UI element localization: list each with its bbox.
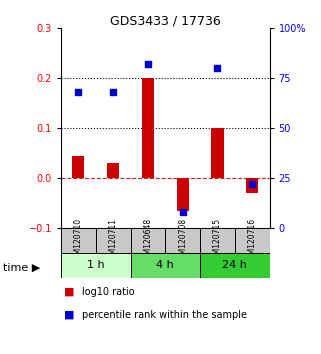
Point [250,182,255,187]
Text: 1 h: 1 h [87,261,105,270]
Text: log10 ratio: log10 ratio [82,287,134,297]
Text: time ▶: time ▶ [3,262,40,272]
Bar [96,228,131,253]
Point [180,210,185,215]
Text: GSM120711: GSM120711 [108,218,118,264]
Text: 24 h: 24 h [222,261,247,270]
Point [215,65,220,71]
Bar [246,178,258,193]
Point [110,90,116,95]
Text: GSM120710: GSM120710 [74,218,83,264]
Text: GSM120715: GSM120715 [213,218,222,264]
Bar [61,228,96,253]
Bar [235,228,270,253]
Text: GSM120648: GSM120648 [143,218,152,264]
Bar [165,228,200,253]
Text: GSM120716: GSM120716 [248,218,257,264]
Bar [142,78,154,178]
Text: ■: ■ [64,287,75,297]
Point [76,90,81,95]
Bar [177,178,189,211]
Bar [107,163,119,178]
Bar [212,129,223,178]
Text: 4 h: 4 h [156,261,174,270]
Text: ■: ■ [64,310,75,320]
Bar [200,253,270,278]
Bar [72,156,84,178]
Text: percentile rank within the sample: percentile rank within the sample [82,310,247,320]
Bar [200,228,235,253]
Bar [131,253,200,278]
Text: GSM120708: GSM120708 [178,218,187,264]
Title: GDS3433 / 17736: GDS3433 / 17736 [110,14,221,27]
Point [145,62,151,67]
Bar [61,253,131,278]
Bar [131,228,165,253]
